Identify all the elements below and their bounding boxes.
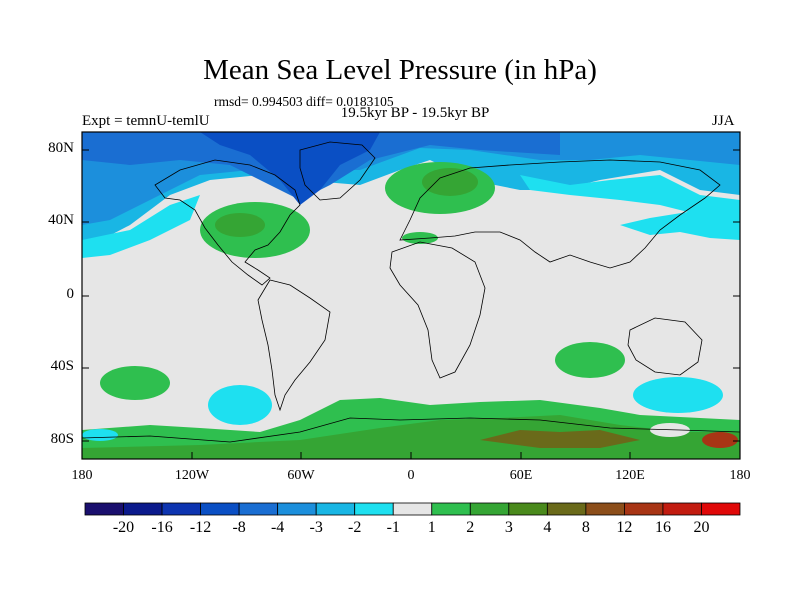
colorbar-box bbox=[123, 502, 163, 516]
colorbar-label: -4 bbox=[270, 519, 285, 536]
colorbar-box bbox=[84, 502, 124, 516]
lat-label-80n: 80N bbox=[48, 140, 74, 156]
colorbar-box bbox=[662, 502, 702, 516]
rmsd-stats: rmsd= 0.994503 diff= 0.0183105 bbox=[214, 94, 394, 109]
lat-label-40s: 40S bbox=[50, 358, 74, 374]
colorbar-label: -8 bbox=[232, 519, 246, 536]
colorbar-label: -1 bbox=[386, 519, 400, 536]
lon-label-120w: 120W bbox=[174, 468, 210, 483]
colorbar-box bbox=[161, 502, 201, 516]
axis-ticks bbox=[82, 149, 740, 459]
colorbar-box bbox=[277, 502, 317, 516]
colorbar-label: -3 bbox=[309, 519, 323, 536]
antarctic-peak-red bbox=[702, 432, 738, 448]
colorbar-label: 12 bbox=[616, 519, 633, 536]
north-pacific-cyan bbox=[82, 195, 200, 258]
lon-label-60e: 60E bbox=[509, 468, 533, 483]
colorbar-box bbox=[624, 502, 664, 516]
south-pacific-low bbox=[208, 385, 272, 425]
indian-ocean-high bbox=[555, 342, 625, 378]
lat-label-40n: 40N bbox=[48, 212, 74, 228]
coast-north-america bbox=[154, 159, 301, 286]
coastlines bbox=[82, 141, 740, 443]
colorbar-box bbox=[354, 502, 394, 516]
map-subtitle: 19.5kyr BP - 19.5kyr BP bbox=[340, 105, 490, 121]
antarctic-cyan-patch bbox=[82, 429, 118, 441]
colorbar-box bbox=[200, 502, 240, 516]
colorbar-box bbox=[508, 502, 548, 516]
lat-label-equator: 0 bbox=[66, 286, 75, 302]
colorbar-box bbox=[469, 502, 510, 516]
antarctic-high-max bbox=[480, 430, 640, 448]
lon-label-60w: 60W bbox=[287, 468, 315, 483]
colorbar-box bbox=[238, 502, 279, 516]
colorbar-label: -12 bbox=[189, 519, 212, 536]
experiment-label: Expt = temnU-temlU bbox=[82, 113, 210, 129]
season-label: JJA bbox=[712, 113, 735, 129]
map-title: Mean Sea Level Pressure (in hPa) bbox=[203, 54, 597, 86]
lat-label-80s: 80S bbox=[50, 431, 74, 447]
colorbar-label: -20 bbox=[112, 519, 135, 536]
colorbar-label: 2 bbox=[466, 519, 475, 536]
lon-label-0: 0 bbox=[407, 468, 415, 483]
north-america-high-core bbox=[215, 213, 265, 237]
colorbar-box bbox=[585, 502, 625, 516]
coast-greenland bbox=[299, 141, 376, 201]
colorbar-box bbox=[701, 502, 741, 516]
colorbar-box bbox=[431, 502, 471, 516]
colorbar-label: 3 bbox=[504, 519, 513, 536]
lon-label-180w: 180 bbox=[71, 468, 93, 483]
lon-label-120e: 120E bbox=[615, 468, 645, 483]
south-pacific-high bbox=[100, 366, 170, 400]
colorbar-label: 1 bbox=[427, 519, 436, 536]
greenland-low-core bbox=[200, 132, 380, 205]
europe-high-core bbox=[422, 168, 478, 196]
colorbar bbox=[84, 502, 741, 516]
colorbar-label: 20 bbox=[693, 519, 710, 536]
colorbar-label: 4 bbox=[543, 519, 552, 536]
colorbar-label: -2 bbox=[348, 519, 362, 536]
colorbar-label: -16 bbox=[151, 519, 173, 536]
coast-south-america bbox=[257, 279, 331, 412]
coast-australia bbox=[627, 317, 703, 376]
siberia-cyan bbox=[520, 175, 740, 215]
mediterranean-high bbox=[402, 232, 438, 244]
lon-label-180e: 180 bbox=[729, 468, 751, 483]
colorbar-box bbox=[392, 502, 433, 516]
southern-ocean-low bbox=[633, 377, 723, 413]
coast-antarctica bbox=[82, 417, 740, 443]
colorbar-box bbox=[315, 502, 356, 516]
japan-low bbox=[620, 210, 740, 240]
map-field bbox=[82, 132, 740, 459]
coast-africa bbox=[389, 241, 486, 379]
colorbar-label: 16 bbox=[654, 519, 671, 536]
coast-eurasia bbox=[399, 159, 721, 269]
colorbar-box bbox=[546, 502, 587, 516]
colorbar-label: 8 bbox=[581, 519, 590, 536]
